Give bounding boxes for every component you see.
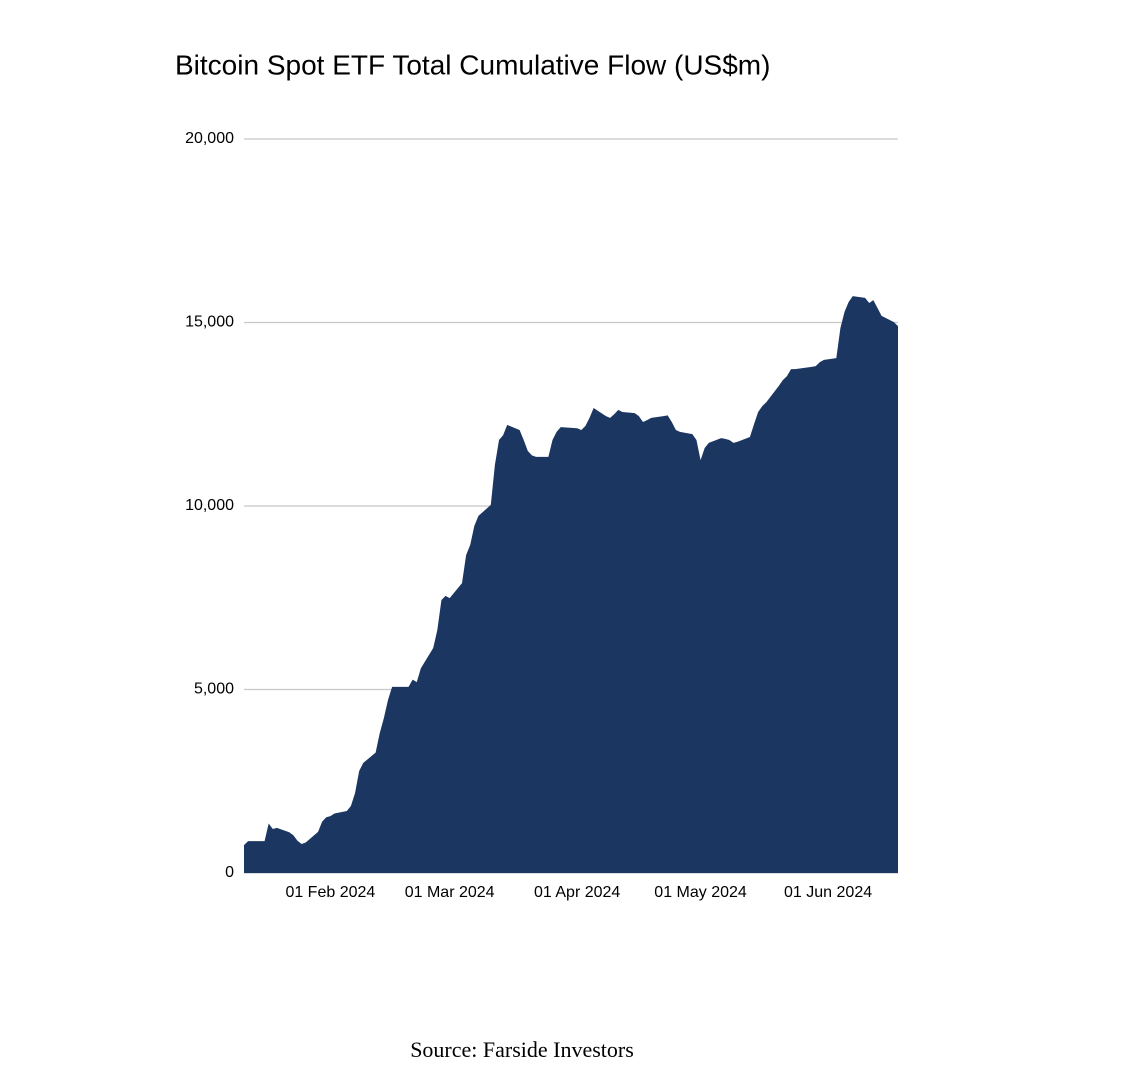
area [244,296,898,873]
y-tick-label: 5,000 [194,681,234,698]
x-tick-label: 01 Mar 2024 [405,884,495,901]
x-tick-label: 01 Jun 2024 [784,884,872,901]
y-tick-label: 10,000 [185,497,234,514]
y-tick-label: 20,000 [185,130,234,147]
y-tick-label: 0 [225,864,234,881]
source: Source: Farside Investors [410,1037,634,1062]
x-tick-label: 01 May 2024 [654,884,747,901]
y-tick-label: 15,000 [185,314,234,331]
chart-title: Bitcoin Spot ETF Total Cumulative Flow (… [175,49,770,80]
x-tick-label: 01 Feb 2024 [285,884,375,901]
x-tick-label: 01 Apr 2024 [534,884,620,901]
